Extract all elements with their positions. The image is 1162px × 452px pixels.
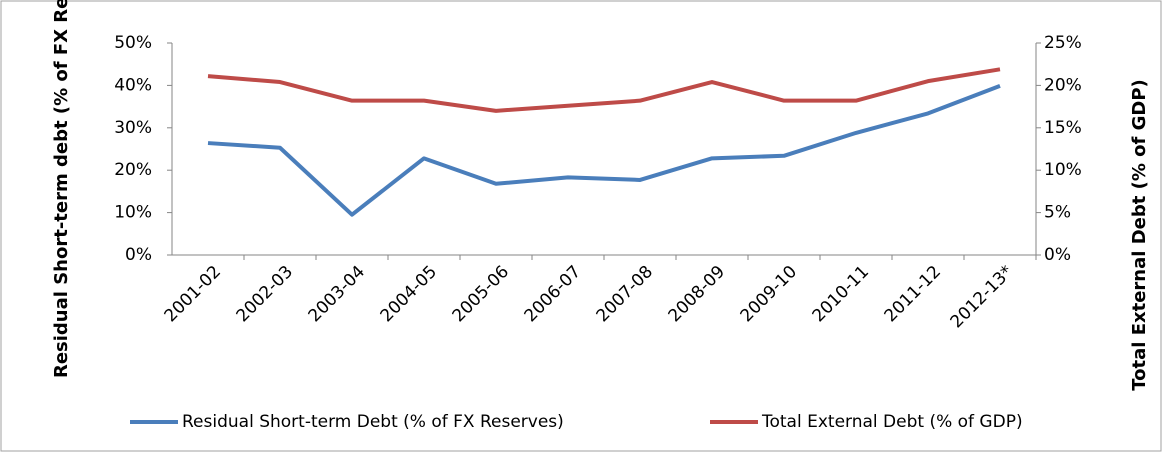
series-line	[207, 83, 1001, 217]
y2-tick-label: 5%	[1044, 203, 1071, 223]
y-tick-label: 10%	[114, 203, 152, 223]
y2-tick-label: 25%	[1044, 33, 1082, 53]
y2-tick-label: 20%	[1044, 75, 1082, 95]
y2-tick-label: 15%	[1044, 118, 1082, 138]
y2-axis-title: Total External Debt (% of GDP)	[1129, 79, 1150, 390]
legend-label: Total External Debt (% of GDP)	[761, 412, 1023, 432]
y-axis-title: Residual Short-term debt (% of FX Reserv…	[51, 0, 72, 378]
y-tick-label: 30%	[114, 118, 152, 138]
series-line	[207, 67, 1001, 113]
y-tick-label: 50%	[114, 33, 152, 53]
y-tick-label: 40%	[114, 75, 152, 95]
y-tick-label: 20%	[114, 160, 152, 180]
y2-tick-label: 10%	[1044, 160, 1082, 180]
y2-tick-label: 0%	[1044, 245, 1071, 265]
legend-label: Residual Short-term Debt (% of FX Reserv…	[182, 412, 564, 432]
y-tick-label: 0%	[125, 245, 152, 265]
